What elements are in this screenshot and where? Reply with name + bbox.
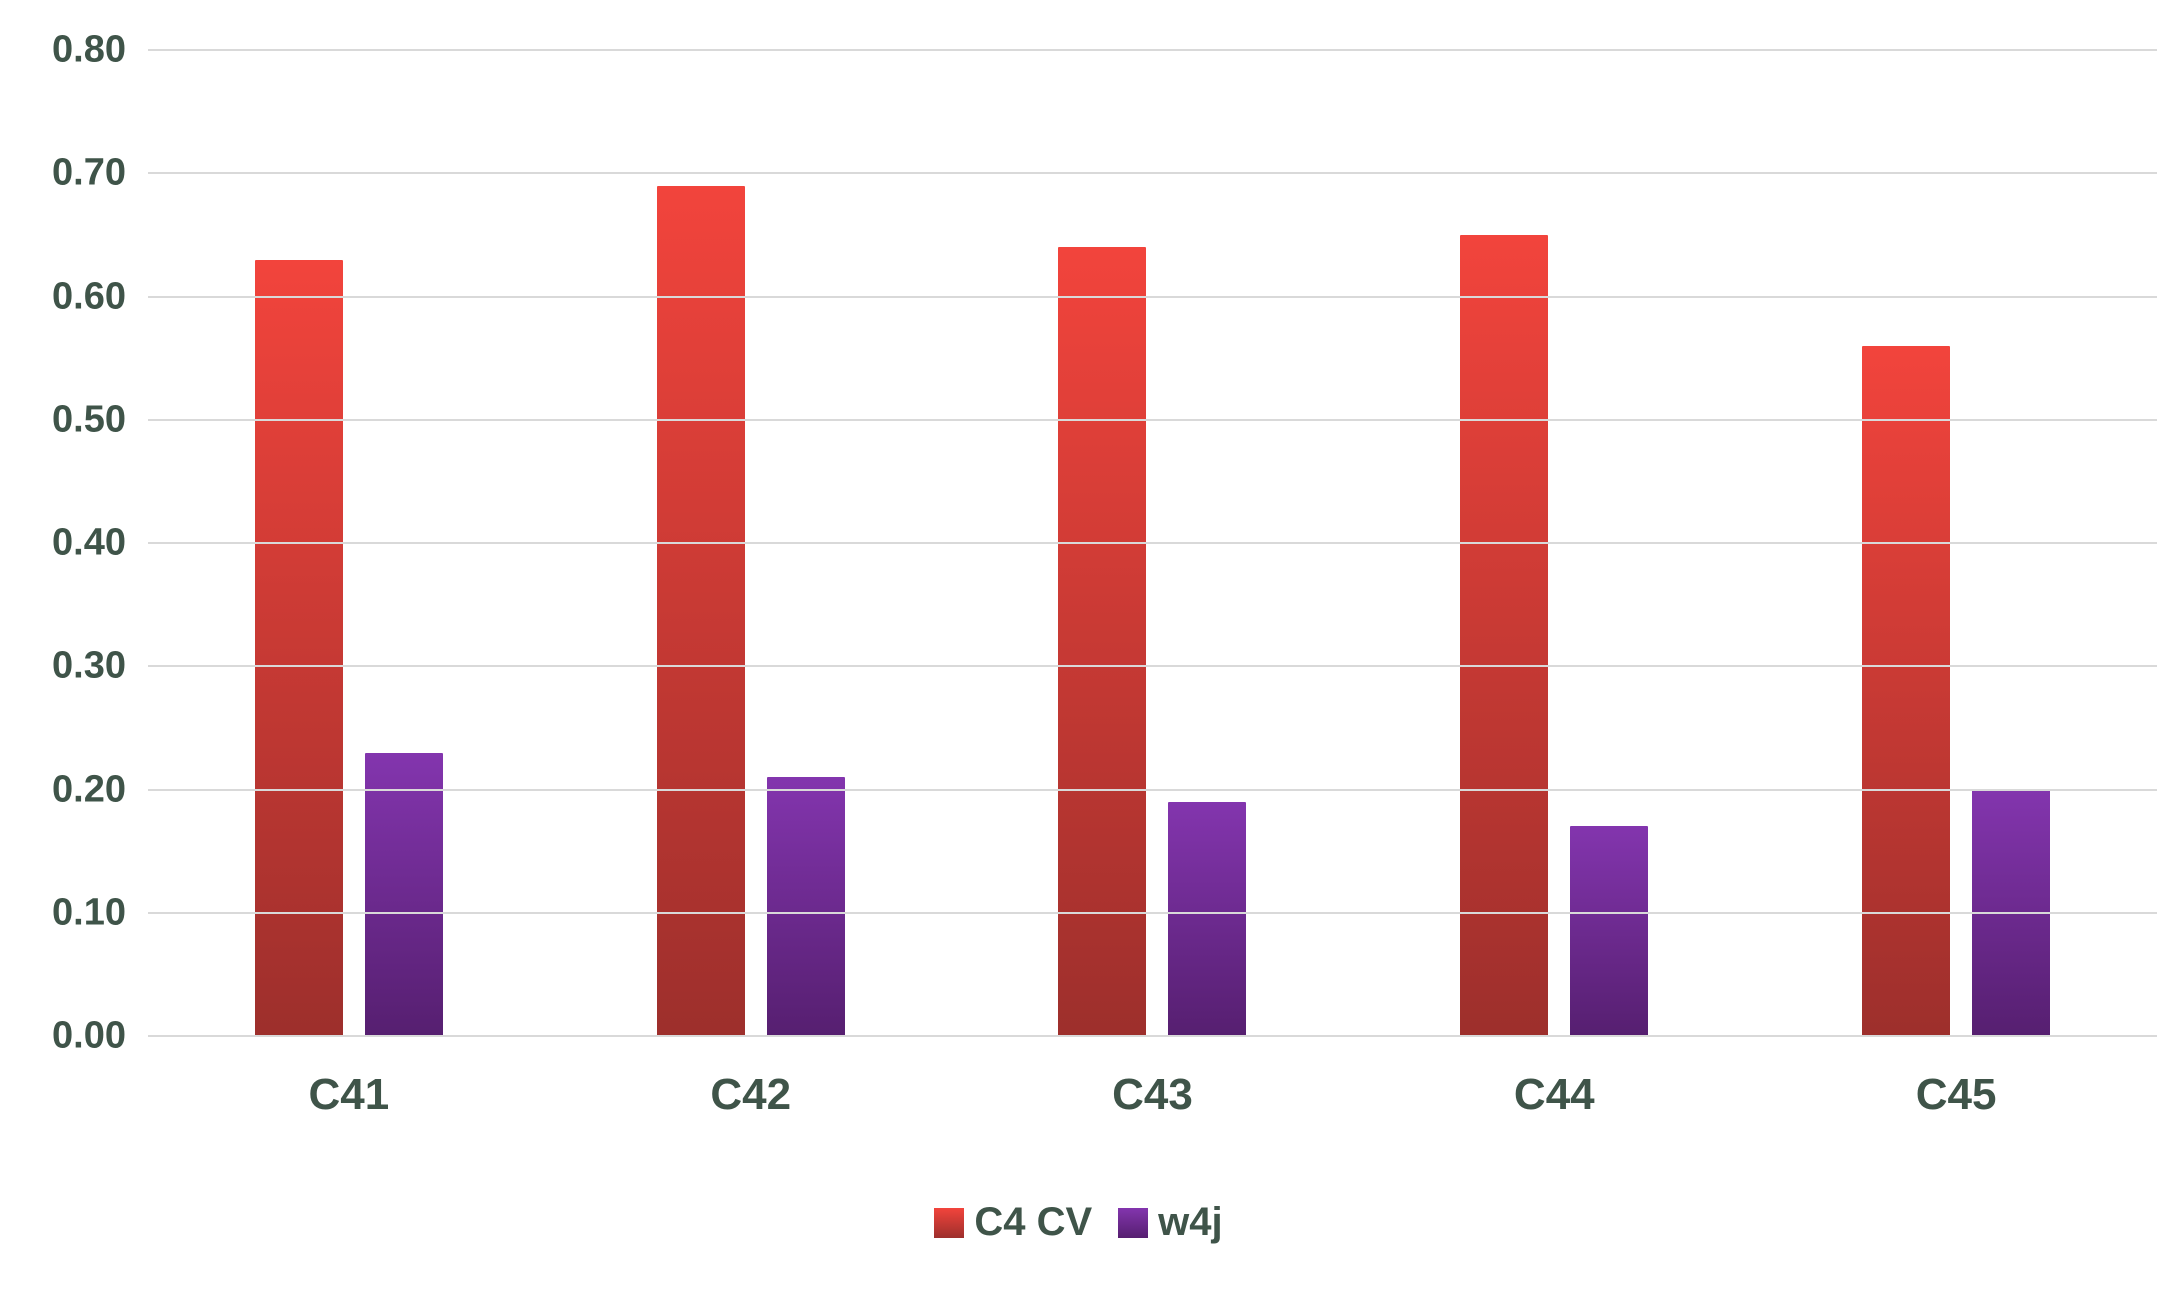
y-axis-label: 0.30 [52, 644, 126, 687]
bar-pair [1460, 50, 1649, 1036]
bar-w4j-c44 [1570, 826, 1649, 1036]
bar-group: C42 [656, 50, 845, 1119]
gridline [148, 788, 2157, 791]
bar-group: C45 [1862, 50, 2051, 1119]
y-axis-label: 0.50 [52, 398, 126, 441]
legend-label: w4j [1158, 1200, 1223, 1244]
bar-c4-cv-c41 [254, 259, 343, 1036]
bar-pair [254, 50, 443, 1036]
legend-item: w4j [1118, 1200, 1223, 1245]
plot-area: C41 C42 C43 C44 C45 [148, 49, 2157, 1119]
y-axis-label: 0.60 [52, 275, 126, 317]
legend-swatch-icon [1118, 1207, 1149, 1238]
x-axis-label: C42 [710, 1070, 792, 1119]
bar-group: C43 [1058, 50, 1247, 1119]
bar-pair [656, 50, 845, 1036]
gridline [148, 49, 2157, 51]
bar-w4j-c41 [364, 752, 443, 1036]
gridline [148, 665, 2157, 668]
gridline [148, 418, 2157, 421]
y-axis-label: 0.20 [52, 768, 126, 810]
legend-item: C4 CV [934, 1200, 1092, 1245]
bar-c4-cv-c45 [1862, 345, 1951, 1036]
bar-w4j-c42 [766, 777, 845, 1036]
x-axis-label: C44 [1513, 1070, 1595, 1119]
bar-group: C41 [254, 50, 443, 1119]
bar-c4-cv-c44 [1460, 234, 1549, 1036]
legend-swatch-icon [934, 1207, 965, 1238]
bar-pair [1058, 50, 1247, 1036]
x-axis-label: C45 [1915, 1070, 1997, 1119]
legend-label: C4 CV [974, 1200, 1093, 1244]
x-axis-label: C41 [308, 1070, 390, 1119]
legend: C4 CV w4j [0, 1200, 2157, 1245]
y-axis-label: 0.80 [52, 28, 126, 71]
bar-w4j-c43 [1168, 801, 1247, 1036]
gridline [148, 172, 2157, 175]
gridline [148, 542, 2157, 544]
gridline [148, 911, 2157, 914]
x-axis-label: C43 [1112, 1070, 1193, 1119]
y-axis-label: 0.70 [52, 151, 126, 194]
y-axis-label: 0.10 [52, 891, 126, 934]
bar-pair [1862, 50, 2051, 1036]
gridline [148, 1035, 2157, 1037]
bar-c4-cv-c43 [1058, 247, 1147, 1036]
gridline [148, 295, 2157, 298]
y-axis: 0.00 0.10 0.20 0.30 0.40 0.50 0.60 0.70 0.80 [0, 29, 138, 1057]
bar-group: C44 [1460, 50, 1649, 1119]
bar-c4-cv-c42 [656, 185, 745, 1036]
y-axis-label: 0.40 [52, 521, 126, 564]
y-axis-label: 0.00 [52, 1014, 126, 1057]
bar-groups: C41 C42 C43 C44 C45 [148, 50, 2157, 1119]
